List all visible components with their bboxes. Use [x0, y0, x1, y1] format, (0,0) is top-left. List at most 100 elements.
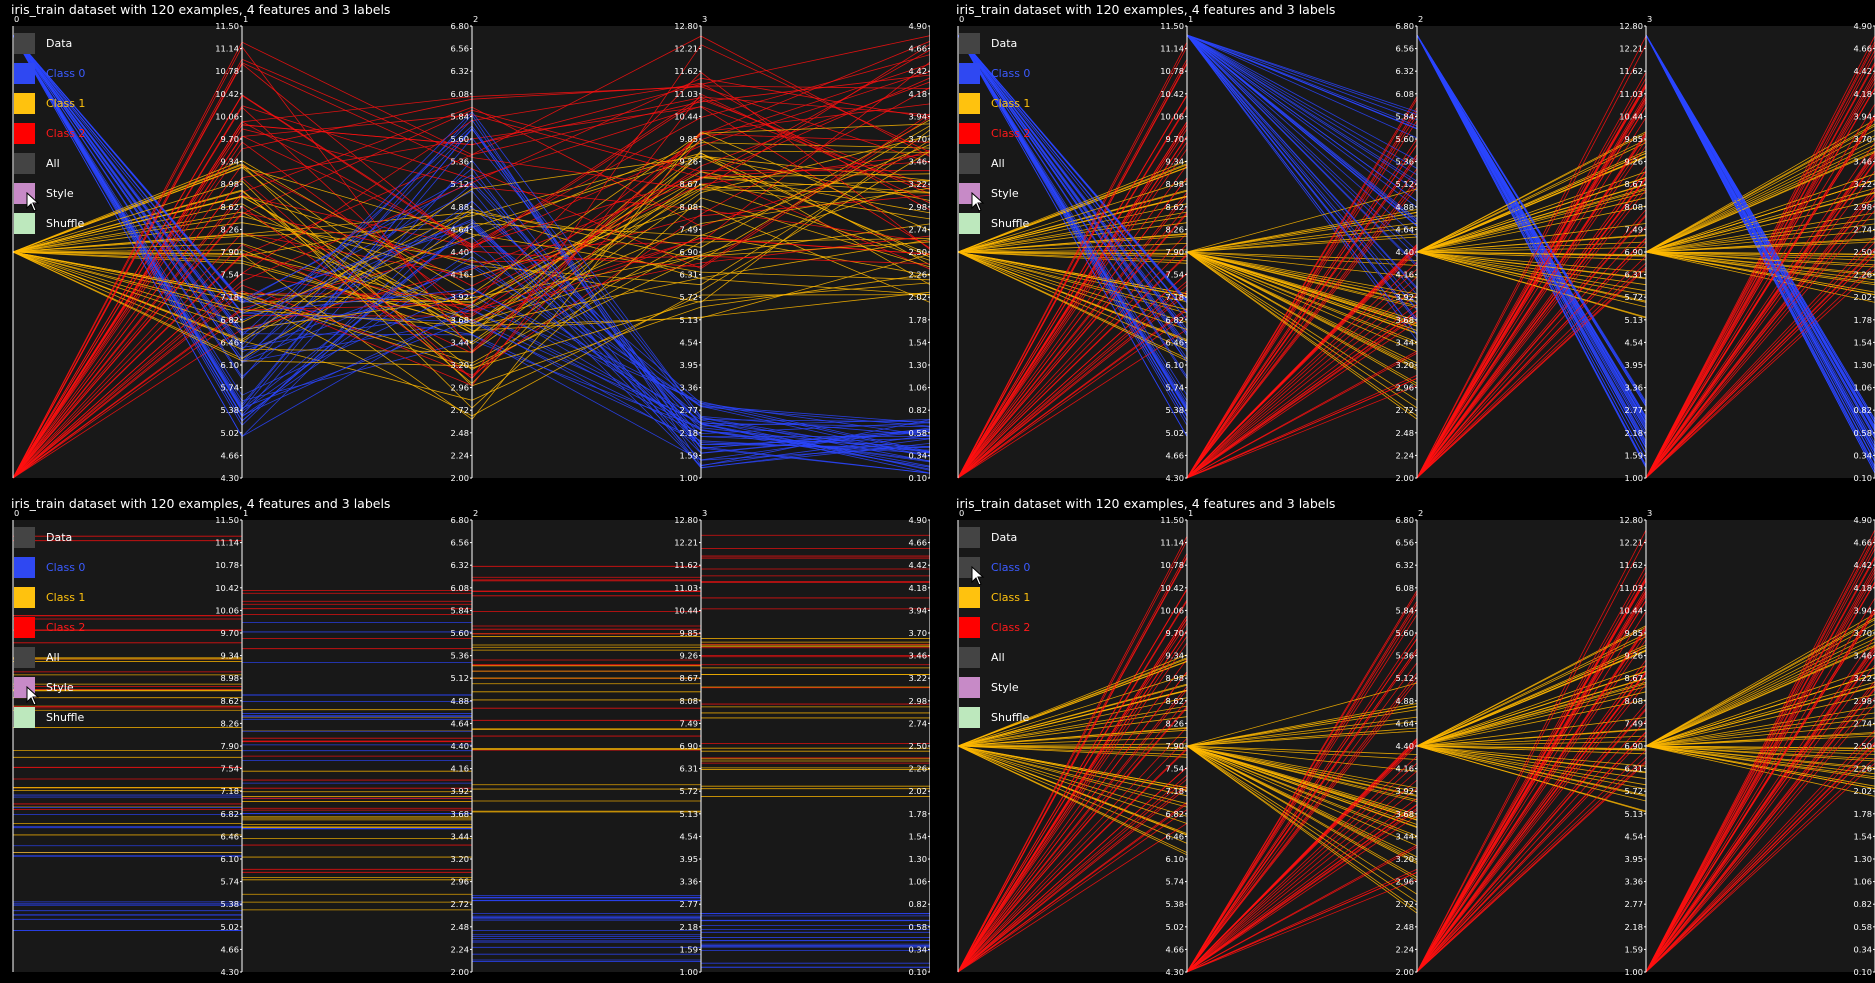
legend-label: Class 1 — [991, 590, 1031, 604]
axis-tick-label: 10.44 — [674, 605, 698, 615]
axis-tick-label: 5.60 — [1396, 628, 1414, 638]
axis-tick-label: 8.08 — [1625, 202, 1643, 212]
legend-item-all[interactable]: All — [959, 148, 1030, 178]
legend-swatch[interactable] — [14, 122, 35, 144]
axis-tick-label: 2.02 — [909, 786, 927, 796]
legend-swatch[interactable] — [959, 32, 980, 54]
legend-swatch[interactable] — [959, 706, 980, 728]
legend-swatch[interactable] — [959, 62, 980, 84]
chart-title: iris_train dataset with 120 examples, 4 … — [956, 2, 1336, 17]
axis-tick-label: 1.30 — [909, 360, 927, 370]
axis-tick-label: 4.66 — [1166, 944, 1184, 954]
legend-swatch[interactable] — [14, 646, 35, 668]
legend-item-class-2[interactable]: Class 2 — [959, 118, 1030, 148]
axis-tick-label: 12.21 — [674, 538, 698, 548]
legend-swatch[interactable] — [959, 586, 980, 608]
legend-item-data[interactable]: Data — [959, 522, 1030, 552]
axis-tick-label: 4.88 — [451, 202, 469, 212]
axis-tick-label: 3.44 — [1396, 337, 1414, 347]
data-line — [957, 81, 1875, 479]
axis-tick-label: 3.95 — [680, 360, 698, 370]
data-line — [957, 123, 1875, 295]
axis-tick-label: 3.95 — [1625, 854, 1643, 864]
data-line — [957, 581, 1875, 973]
legend-swatch[interactable] — [959, 616, 980, 638]
legend-item-shuffle[interactable]: Shuffle — [959, 702, 1030, 732]
axis-tick-label: 4.30 — [1166, 473, 1184, 483]
legend-item-class-2[interactable]: Class 2 — [14, 118, 85, 148]
legend-item-shuffle[interactable]: Shuffle — [14, 208, 85, 238]
axis-tick-label: 2.02 — [1854, 292, 1872, 302]
axis-tick-label: 9.26 — [1625, 157, 1643, 167]
legend-swatch[interactable] — [959, 526, 980, 548]
axis-tick-label: 4.16 — [451, 764, 469, 774]
axis-tick-label: 4.88 — [451, 696, 469, 706]
axis-tick-label: 4.66 — [1854, 538, 1872, 548]
axis-tick-label: 6.82 — [1166, 315, 1184, 325]
legend-swatch[interactable] — [959, 92, 980, 114]
legend-swatch[interactable] — [14, 62, 35, 84]
axis-tick-label: 2.50 — [1854, 741, 1872, 751]
axis-tick-label: 6.80 — [451, 21, 469, 31]
axis-tick-label: 3.68 — [451, 315, 469, 325]
legend-label: Style — [46, 186, 74, 200]
legend-item-class-1[interactable]: Class 1 — [959, 582, 1030, 612]
legend-swatch[interactable] — [14, 212, 35, 234]
legend-item-class-1[interactable]: Class 1 — [14, 88, 85, 118]
legend-item-all[interactable]: All — [14, 148, 85, 178]
axis-tick-label: 1.30 — [1854, 360, 1872, 370]
axis-tick-label: 8.08 — [1625, 696, 1643, 706]
legend-swatch[interactable] — [14, 556, 35, 578]
legend-item-class-0[interactable]: Class 0 — [14, 58, 85, 88]
legend-item-class-2[interactable]: Class 2 — [14, 612, 85, 642]
data-line — [957, 674, 1875, 903]
legend-swatch[interactable] — [14, 586, 35, 608]
legend-swatch[interactable] — [14, 92, 35, 114]
legend-swatch[interactable] — [14, 32, 35, 54]
legend-label: Shuffle — [991, 710, 1030, 724]
legend-item-shuffle[interactable]: Shuffle — [14, 702, 85, 732]
data-line — [957, 34, 1875, 454]
legend-item-style[interactable]: Style — [959, 178, 1030, 208]
legend-item-all[interactable]: All — [959, 642, 1030, 672]
axis-tick-label: 10.78 — [215, 560, 239, 570]
data-line — [957, 35, 1875, 479]
legend-item-style[interactable]: Style — [14, 672, 85, 702]
legend-swatch[interactable] — [959, 676, 980, 698]
legend-swatch[interactable] — [14, 616, 35, 638]
legend-swatch[interactable] — [959, 646, 980, 668]
legend-swatch[interactable] — [14, 706, 35, 728]
data-line — [957, 699, 1875, 797]
legend-swatch[interactable] — [959, 122, 980, 144]
legend-item-data[interactable]: Data — [14, 522, 85, 552]
data-line — [957, 241, 1875, 367]
legend-item-data[interactable]: Data — [14, 28, 85, 58]
data-line — [957, 689, 1875, 825]
legend-item-class-2[interactable]: Class 2 — [959, 612, 1030, 642]
axis-tick-label: 11.14 — [215, 538, 239, 548]
axis-tick-label: 4.54 — [1625, 337, 1643, 347]
data-line — [957, 34, 1875, 457]
axis-tick-label: 3.22 — [1854, 673, 1872, 683]
legend-item-class-0[interactable]: Class 0 — [959, 552, 1030, 582]
axis-tick-label: 3.94 — [909, 605, 927, 615]
legend-item-class-0[interactable]: Class 0 — [14, 552, 85, 582]
legend-item-class-1[interactable]: Class 1 — [14, 582, 85, 612]
legend-item-shuffle[interactable]: Shuffle — [959, 208, 1030, 238]
legend-item-style[interactable]: Style — [14, 178, 85, 208]
legend-swatch[interactable] — [14, 526, 35, 548]
legend-item-all[interactable]: All — [14, 642, 85, 672]
axis-tick-label: 10.78 — [1160, 66, 1184, 76]
data-line — [957, 34, 1875, 447]
legend-swatch[interactable] — [959, 152, 980, 174]
legend-item-class-0[interactable]: Class 0 — [959, 58, 1030, 88]
axis-tick-label: 9.34 — [1166, 157, 1184, 167]
legend-item-data[interactable]: Data — [959, 28, 1030, 58]
legend-item-class-1[interactable]: Class 1 — [959, 88, 1030, 118]
legend-swatch[interactable] — [959, 212, 980, 234]
data-line — [957, 34, 1875, 474]
legend-item-style[interactable]: Style — [959, 672, 1030, 702]
axis-tick-label: 7.49 — [1625, 224, 1643, 234]
legend-swatch[interactable] — [14, 152, 35, 174]
data-line — [957, 125, 1875, 323]
